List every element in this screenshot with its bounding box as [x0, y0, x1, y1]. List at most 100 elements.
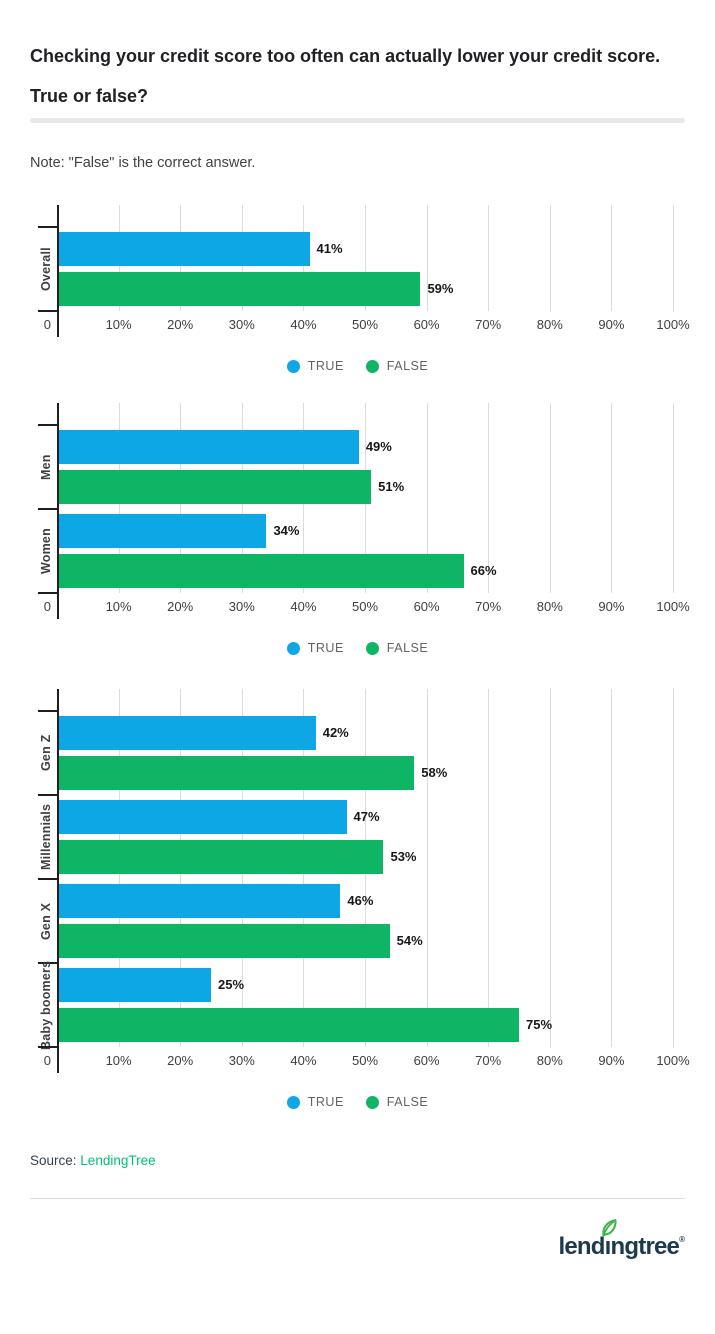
y-axis-gutter: Gen Z Millennials Gen X Baby boomers	[30, 689, 57, 1073]
legend-item-false: FALSE	[365, 1095, 429, 1109]
gridline	[549, 689, 551, 1047]
legend-dot-true	[286, 1095, 300, 1109]
bar-value-label: 41%	[316, 241, 343, 256]
x-tick-label: 60%	[413, 599, 440, 614]
gridline	[673, 403, 674, 593]
x-tick-label: 30%	[228, 599, 255, 614]
bar-row: 58%	[57, 756, 673, 790]
bar-value-label: 49%	[365, 439, 392, 454]
leaf-icon	[601, 1219, 617, 1237]
category-tick	[38, 1046, 57, 1048]
source-label: Source:	[30, 1153, 77, 1168]
bar-value-label: 54%	[396, 933, 423, 948]
category-tick	[38, 508, 57, 510]
category-label: Gen X	[39, 902, 53, 940]
gridline	[611, 689, 613, 1047]
x-tick-label: 50%	[351, 1053, 379, 1068]
x-tick-label: 50%	[351, 599, 379, 614]
logo-text-left: lend	[558, 1233, 606, 1260]
bar-true	[57, 884, 341, 918]
x-tick-label: 40%	[290, 1053, 317, 1068]
legend: TRUE FALSE	[30, 1095, 685, 1109]
x-axis-labels: 0 10% 20% 30% 40% 50% 60% 70% 80% 90% 100%	[44, 311, 690, 337]
legend-label-false: FALSE	[386, 359, 429, 373]
plot-grid: 49% 51% 34% 66%	[57, 403, 674, 593]
bar-row: 75%	[57, 1008, 673, 1042]
category-label: Women	[39, 528, 53, 574]
category-tick	[38, 592, 57, 594]
gridline	[549, 205, 551, 311]
category-tick	[38, 962, 57, 964]
category-label: Millennials	[39, 803, 53, 871]
bar-value-label: 59%	[427, 281, 454, 296]
category-tick	[38, 794, 57, 796]
bar-row: 66%	[57, 554, 673, 588]
plot-area: 41% 59% 0 10% 20% 30% 40% 50% 60% 70% 80% 90% 100%	[44, 205, 690, 337]
x-tick-label: 10%	[105, 599, 132, 614]
logo-letter-i: ı	[601, 1219, 617, 1261]
x-tick-label: 40%	[290, 317, 317, 332]
bar-row: 53%	[57, 840, 673, 874]
legend-item-false: FALSE	[365, 641, 428, 655]
y-axis-gutter: Men Women	[30, 403, 57, 619]
gridline	[365, 205, 366, 311]
x-tick-label: 40%	[290, 599, 317, 614]
category-tick	[38, 310, 57, 312]
legend: TRUE FALSE	[30, 359, 685, 373]
bar-false	[57, 756, 415, 790]
gridline	[673, 689, 674, 1047]
x-tick-label: 0	[43, 599, 51, 614]
bar-true	[57, 232, 310, 266]
x-tick-label: 70%	[475, 317, 502, 332]
category-band: 42% 58%	[57, 711, 673, 795]
bar-value-label: 66%	[470, 563, 497, 578]
x-tick-label: 20%	[167, 317, 194, 332]
legend-dot-false	[365, 641, 379, 655]
category-tick	[38, 878, 57, 880]
x-tick-label: 80%	[536, 599, 563, 614]
bar-false	[57, 924, 390, 958]
bar-value-label: 46%	[347, 893, 374, 908]
legend-label-true: TRUE	[307, 641, 344, 655]
bar-row: 51%	[57, 470, 673, 504]
x-tick-label: 70%	[475, 599, 502, 614]
legend-dot-false	[365, 1095, 379, 1109]
gridline	[611, 205, 613, 311]
category-label: Overall	[39, 247, 53, 291]
gridline	[488, 689, 490, 1047]
gridline	[488, 403, 490, 593]
category-tick	[38, 226, 57, 228]
bar-false	[57, 470, 372, 504]
legend-label-false: FALSE	[386, 1095, 429, 1109]
header: Checking your credit score too often can…	[30, 45, 685, 173]
legend-item-true: TRUE	[286, 1095, 344, 1109]
x-tick-label: 100%	[656, 599, 690, 614]
category-band: 49% 51%	[57, 425, 673, 509]
bar-row: 54%	[57, 924, 673, 958]
bar-false	[57, 1008, 519, 1042]
chart-body: Overall 41% 59% 0 10% 20% 30% 40% 50% 60% 70% 80% 90…	[30, 205, 690, 337]
bar-value-label: 47%	[353, 809, 380, 824]
legend: TRUE FALSE	[30, 641, 685, 655]
legend-item-true: TRUE	[286, 359, 344, 373]
x-axis-labels: 0 10% 20% 30% 40% 50% 60% 70% 80% 90% 100%	[44, 1047, 690, 1073]
source-link[interactable]: LendingTree	[80, 1153, 156, 1168]
chart-gender: Men Women 49% 51% 34% 66% 0 10% 20% 30% 40% 50% 60% 7…	[30, 403, 690, 655]
bar-value-label: 34%	[273, 523, 300, 538]
gridline	[426, 403, 428, 593]
legend-dot-false	[365, 359, 379, 373]
bar-true	[57, 716, 316, 750]
bar-row: 46%	[57, 884, 673, 918]
x-tick-label: 20%	[167, 1053, 194, 1068]
bar-true	[57, 800, 347, 834]
bar-true	[57, 430, 359, 464]
legend-label-true: TRUE	[307, 359, 344, 373]
title-divider	[30, 118, 685, 123]
note-text: Note: "False" is the correct answer.	[30, 155, 256, 171]
x-tick-label: 100%	[656, 317, 690, 332]
plot-area: 42% 58% 47% 53% 46% 54% 25% 75% 0 10% 20% 30% 40% 50%…	[44, 689, 690, 1073]
plot-area: 49% 51% 34% 66% 0 10% 20% 30% 40% 50% 60% 70% 80% 90%…	[44, 403, 690, 619]
bar-true	[57, 968, 211, 1002]
category-label: Baby boomers	[39, 960, 53, 1050]
legend-item-true: TRUE	[286, 641, 344, 655]
